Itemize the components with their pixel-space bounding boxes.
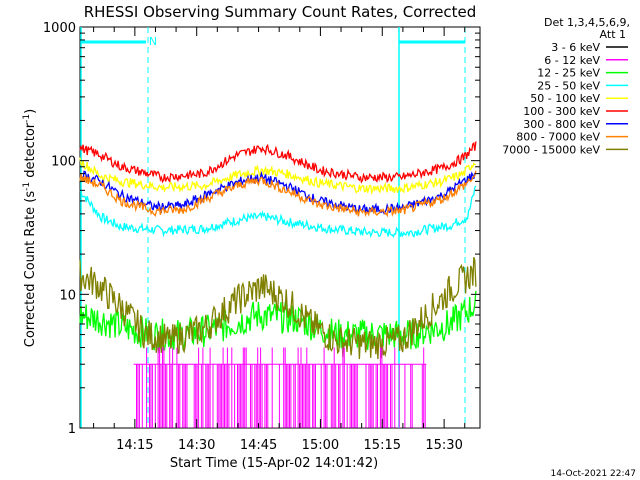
series-25-50-keV (79, 185, 477, 239)
series-7000-15000-keV (79, 256, 477, 360)
y-tick-label: 1000 (43, 21, 76, 36)
legend-label: 300 - 800 keV (523, 118, 600, 131)
time-interval-markers (80, 27, 466, 428)
series-layer (79, 141, 477, 428)
legend-label: 3 - 6 keV (551, 41, 600, 54)
x-axis-label: Start Time (15-Apr-02 14:01:42) (170, 456, 378, 471)
chart-title: RHESSI Observing Summary Count Rates, Co… (84, 3, 477, 21)
legend-header-attenuator: Att 1 (600, 28, 626, 41)
legend-label: 6 - 12 keV (544, 54, 600, 67)
legend-label: 12 - 25 keV (537, 67, 600, 80)
legend-header-detectors: Det 1,3,4,5,6,9, (544, 16, 630, 29)
legend-label: 25 - 50 keV (537, 79, 600, 92)
series-800-7000-keV (79, 170, 477, 218)
legend-label: 100 - 300 keV (523, 105, 600, 118)
y-tick-label: 10 (59, 288, 76, 303)
legend-label: 7000 - 15000 keV (502, 143, 600, 156)
x-tick-label: 14:30 (178, 438, 215, 453)
generation-timestamp: 14-Oct-2021 22:47 (551, 469, 636, 479)
y-axis-label: Corrected Count Rate (s-1 detector-1) (22, 109, 38, 347)
series-100-300-keV (79, 141, 477, 184)
legend-label: 800 - 7000 keV (516, 131, 600, 144)
plot-area: N (79, 26, 481, 429)
x-tick-label: 14:45 (240, 438, 277, 453)
y-tick-label: 1 (68, 422, 76, 437)
plot-frame (79, 26, 481, 429)
x-axis: 14:15 14:30 14:45 15:00 15:15 15:30 (93, 27, 466, 453)
x-tick-label: 15:30 (425, 438, 462, 453)
x-tick-label: 15:15 (364, 438, 401, 453)
y-tick-label: 100 (51, 155, 76, 170)
series-50-100-keV (79, 157, 477, 196)
y-axis: 1 10 100 1000 (43, 21, 480, 437)
legend-label: 50 - 100 keV (530, 92, 600, 105)
x-tick-label: 14:15 (116, 438, 153, 453)
night-flag-label: N (149, 35, 157, 48)
series-6-12-keV (133, 347, 426, 428)
x-tick-label: 15:00 (302, 438, 339, 453)
